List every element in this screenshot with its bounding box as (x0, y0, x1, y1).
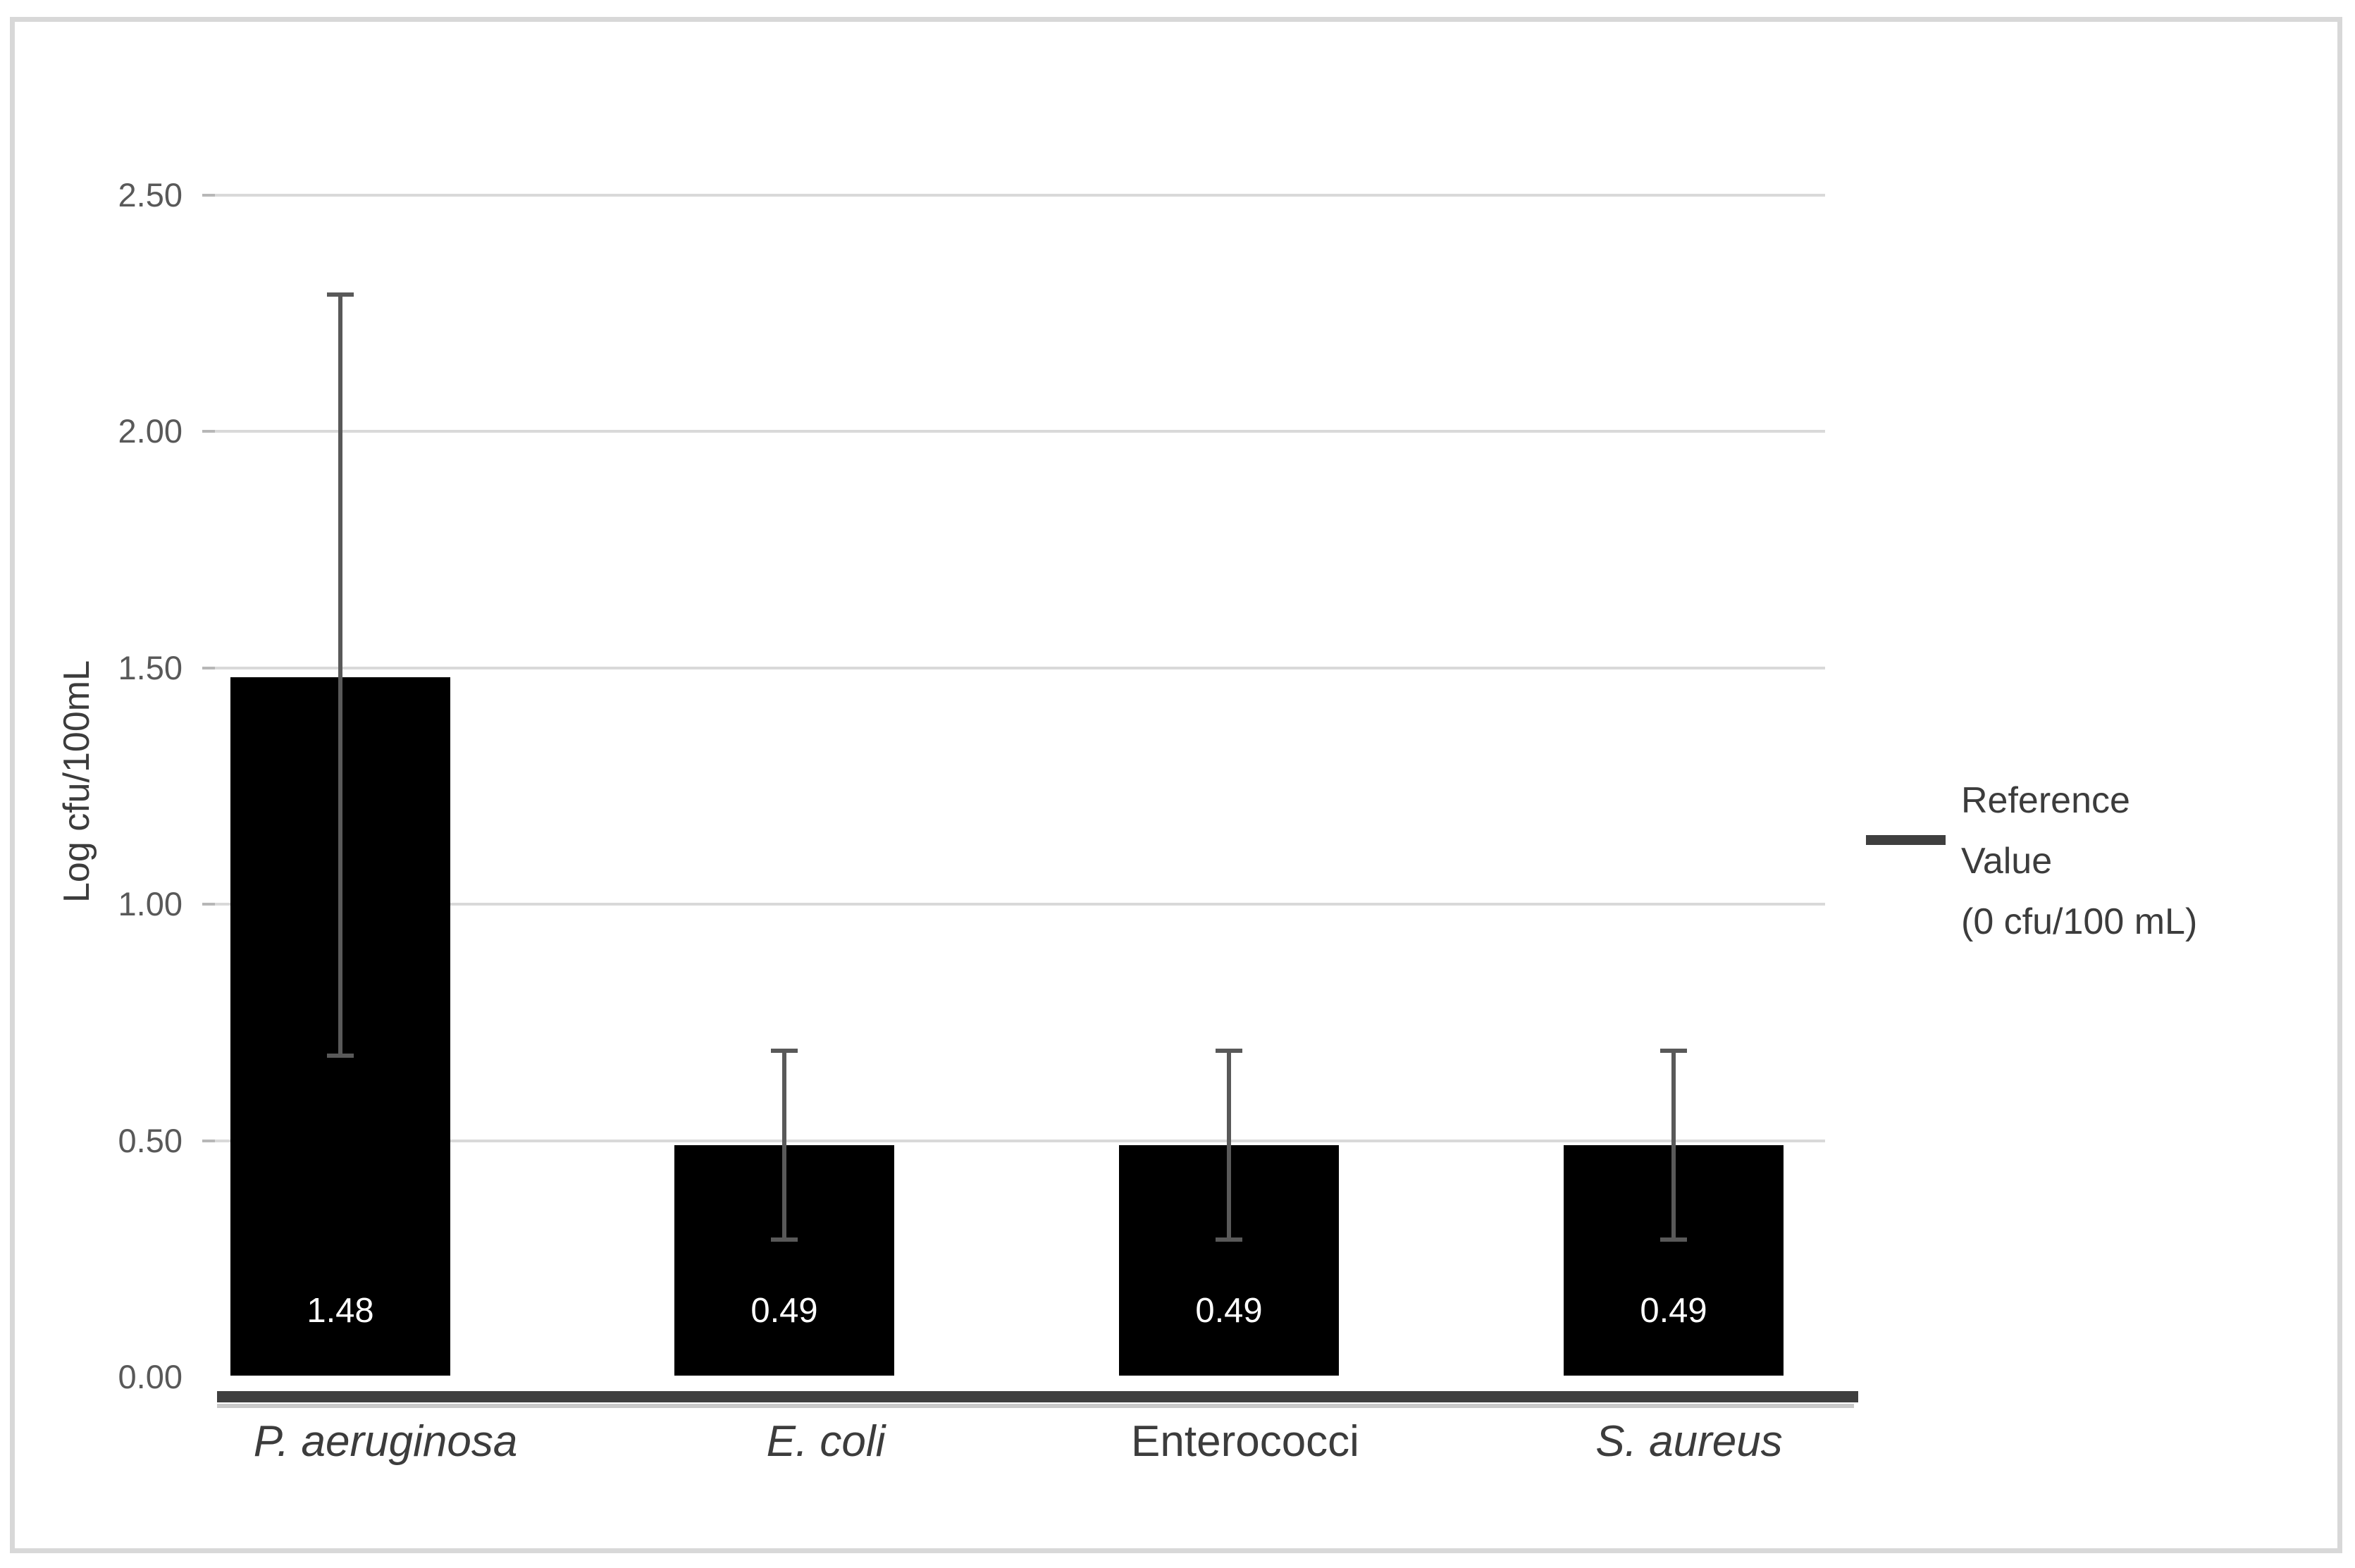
error-bar-e-coli (782, 1051, 786, 1240)
error-bar-enterococci (1227, 1051, 1231, 1240)
legend-label-line-2: Value (1961, 841, 2053, 882)
x-axis-line (217, 1404, 1854, 1408)
error-bar-p-aeruginosa (338, 294, 342, 1056)
error-bar-cap-top-enterococci (1216, 1049, 1242, 1054)
error-bar-cap-bottom-s-aureus (1660, 1237, 1687, 1242)
x-category-label-e-coli: E. coli (766, 1417, 886, 1466)
y-axis-tick (202, 430, 215, 433)
gridline-2.00 (215, 430, 1825, 433)
y-tick-label-2.00: 2.00 (118, 412, 183, 450)
y-tick-label-1.00: 1.00 (118, 885, 183, 923)
y-axis-title: Log cfu/100mL (56, 660, 97, 903)
chart-frame-border: Log cfu/100mL 0.00 0.50 1.00 1.50 2.00 2.50 1.… (10, 17, 2342, 1553)
error-bar-cap-top-s-aureus (1660, 1049, 1687, 1054)
y-axis-tick (202, 666, 215, 669)
bar-value-label-enterococci: 0.49 (1195, 1292, 1263, 1330)
reference-value-line (217, 1391, 1858, 1402)
y-tick-label-1.50: 1.50 (118, 648, 183, 686)
gridline-1.50 (215, 666, 1825, 669)
y-axis-tick (202, 1139, 215, 1142)
gridline-2.50 (215, 194, 1825, 197)
x-category-label-s-aureus: S. aureus (1595, 1417, 1783, 1466)
legend-label: Reference Value (0 cfu/100 mL) (1961, 770, 2355, 952)
error-bar-cap-top-e-coli (771, 1049, 798, 1054)
x-category-label-enterococci: Enterococci (1131, 1417, 1359, 1466)
legend-line-swatch (1866, 835, 1946, 845)
y-axis-tick (202, 194, 215, 197)
error-bar-cap-bottom-p-aeruginosa (327, 1053, 354, 1058)
y-tick-label-0.00: 0.00 (118, 1358, 183, 1395)
error-bar-s-aureus (1671, 1051, 1676, 1240)
bar-value-label-p-aeruginosa: 1.48 (307, 1292, 374, 1330)
legend-label-line-1: Reference (1961, 780, 2130, 821)
gridline-0.50 (215, 1139, 1825, 1142)
legend-label-line-3: (0 cfu/100 mL) (1961, 901, 2198, 942)
gridline-1.00 (215, 903, 1825, 906)
y-tick-label-0.50: 0.50 (118, 1121, 183, 1159)
error-bar-cap-bottom-enterococci (1216, 1237, 1242, 1242)
y-axis-tick (202, 903, 215, 906)
bar-value-label-s-aureus: 0.49 (1640, 1292, 1707, 1330)
y-tick-label-2.50: 2.50 (118, 176, 183, 214)
error-bar-cap-top-p-aeruginosa (327, 292, 354, 297)
error-bar-cap-bottom-e-coli (771, 1237, 798, 1242)
x-category-label-p-aeruginosa: P. aeruginosa (253, 1417, 518, 1466)
bar-value-label-e-coli: 0.49 (750, 1292, 818, 1330)
